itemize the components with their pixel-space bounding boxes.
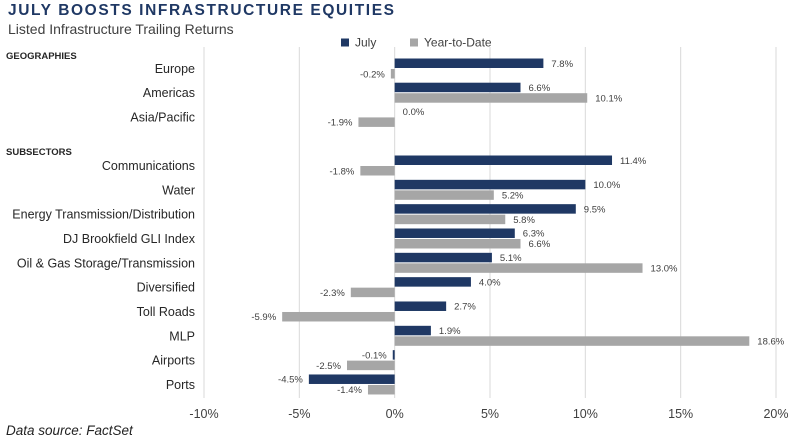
category-label: Airports: [152, 354, 195, 368]
data-label-july: 6.3%: [523, 229, 545, 240]
bar-july: [394, 277, 471, 287]
x-tick-label: 5%: [481, 407, 499, 421]
bar-ytd: [358, 117, 395, 127]
legend-label-july: July: [355, 36, 376, 50]
bar-ytd: [282, 311, 395, 322]
data-label-ytd: 5.2%: [502, 191, 524, 202]
bar-july: [394, 179, 586, 190]
data-label-ytd: -5.9%: [251, 312, 276, 323]
bar-july: [394, 204, 576, 214]
bar-july: [392, 350, 395, 360]
data-label-ytd: 13.0%: [651, 264, 678, 275]
category-label: Energy Transmission/Distribution: [12, 208, 195, 222]
data-label-ytd: -1.9%: [328, 118, 353, 129]
x-tick-label: -5%: [288, 407, 310, 421]
data-label-july: 11.4%: [620, 156, 647, 167]
legend-swatch-july: [341, 38, 349, 47]
bar-ytd: [390, 69, 395, 79]
bar-ytd: [394, 190, 494, 200]
category-label: Ports: [166, 378, 195, 392]
category-label: MLP: [169, 329, 195, 343]
bar-ytd: [394, 214, 506, 225]
data-label-july: 10.0%: [593, 180, 620, 191]
data-label-july: -0.1%: [362, 350, 387, 361]
category-label: Oil & Gas Storage/Transmission: [17, 256, 195, 270]
group-header: SUBSECTORS: [6, 147, 72, 158]
bar-ytd: [394, 263, 643, 273]
bar-july: [394, 82, 521, 93]
x-tick-label: 20%: [763, 407, 788, 421]
data-label-ytd: -1.4%: [337, 385, 362, 396]
chart-title: JULY BOOSTS INFRASTRUCTURE EQUITIES: [8, 2, 396, 19]
data-label-ytd: 10.1%: [595, 93, 622, 104]
bar-ytd: [394, 336, 750, 346]
bar-july: [308, 374, 395, 384]
group-header: GEOGRAPHIES: [6, 51, 77, 62]
category-label: Water: [162, 183, 195, 197]
data-label-ytd: -0.2%: [360, 69, 385, 80]
data-label-july: 7.8%: [551, 59, 573, 70]
data-label-july: 9.5%: [584, 204, 606, 215]
data-label-july: 2.7%: [454, 302, 476, 313]
chart-subtitle: Listed Infrastructure Trailing Returns: [8, 21, 234, 37]
data-label-ytd: 5.8%: [513, 215, 535, 226]
data-label-ytd: -2.5%: [316, 361, 341, 372]
data-source-note: Data source: FactSet: [6, 423, 133, 438]
bar-ytd: [394, 238, 521, 249]
data-label-ytd: 6.6%: [529, 239, 551, 250]
data-label-ytd: 18.6%: [757, 337, 784, 348]
bar-ytd: [347, 360, 395, 371]
bar-july: [394, 252, 492, 263]
bar-ytd: [394, 93, 588, 103]
data-label-july: 1.9%: [439, 326, 461, 337]
bar-ytd: [367, 384, 395, 395]
category-label: Europe: [155, 62, 195, 76]
data-label-july: -4.5%: [278, 375, 303, 386]
bar-july: [394, 228, 515, 238]
bar-july: [394, 155, 613, 165]
legend-label-ytd: Year-to-Date: [424, 36, 492, 50]
x-tick-label: 10%: [573, 407, 598, 421]
bar-july: [394, 58, 544, 68]
bar-ytd: [350, 287, 395, 298]
bar-ytd: [360, 166, 395, 176]
category-label: Communications: [102, 159, 195, 173]
data-label-ytd: -2.3%: [320, 288, 345, 299]
category-label: DJ Brookfield GLI Index: [63, 232, 196, 246]
x-tick-label: 0%: [386, 407, 404, 421]
category-label: Asia/Pacific: [130, 110, 195, 124]
bar-july: [394, 301, 447, 311]
data-label-july: 4.0%: [479, 277, 501, 288]
data-label-july: 5.1%: [500, 253, 522, 264]
x-tick-label: -10%: [189, 407, 218, 421]
data-label-ytd: -1.8%: [330, 166, 355, 177]
category-label: Americas: [143, 86, 195, 100]
legend-swatch-ytd: [410, 38, 418, 47]
category-label: Toll Roads: [137, 305, 195, 319]
bar-july: [394, 325, 431, 336]
x-tick-label: 15%: [668, 407, 693, 421]
data-label-july: 0.0%: [403, 107, 425, 118]
data-label-july: 6.6%: [529, 83, 551, 94]
category-label: Diversified: [137, 281, 195, 295]
